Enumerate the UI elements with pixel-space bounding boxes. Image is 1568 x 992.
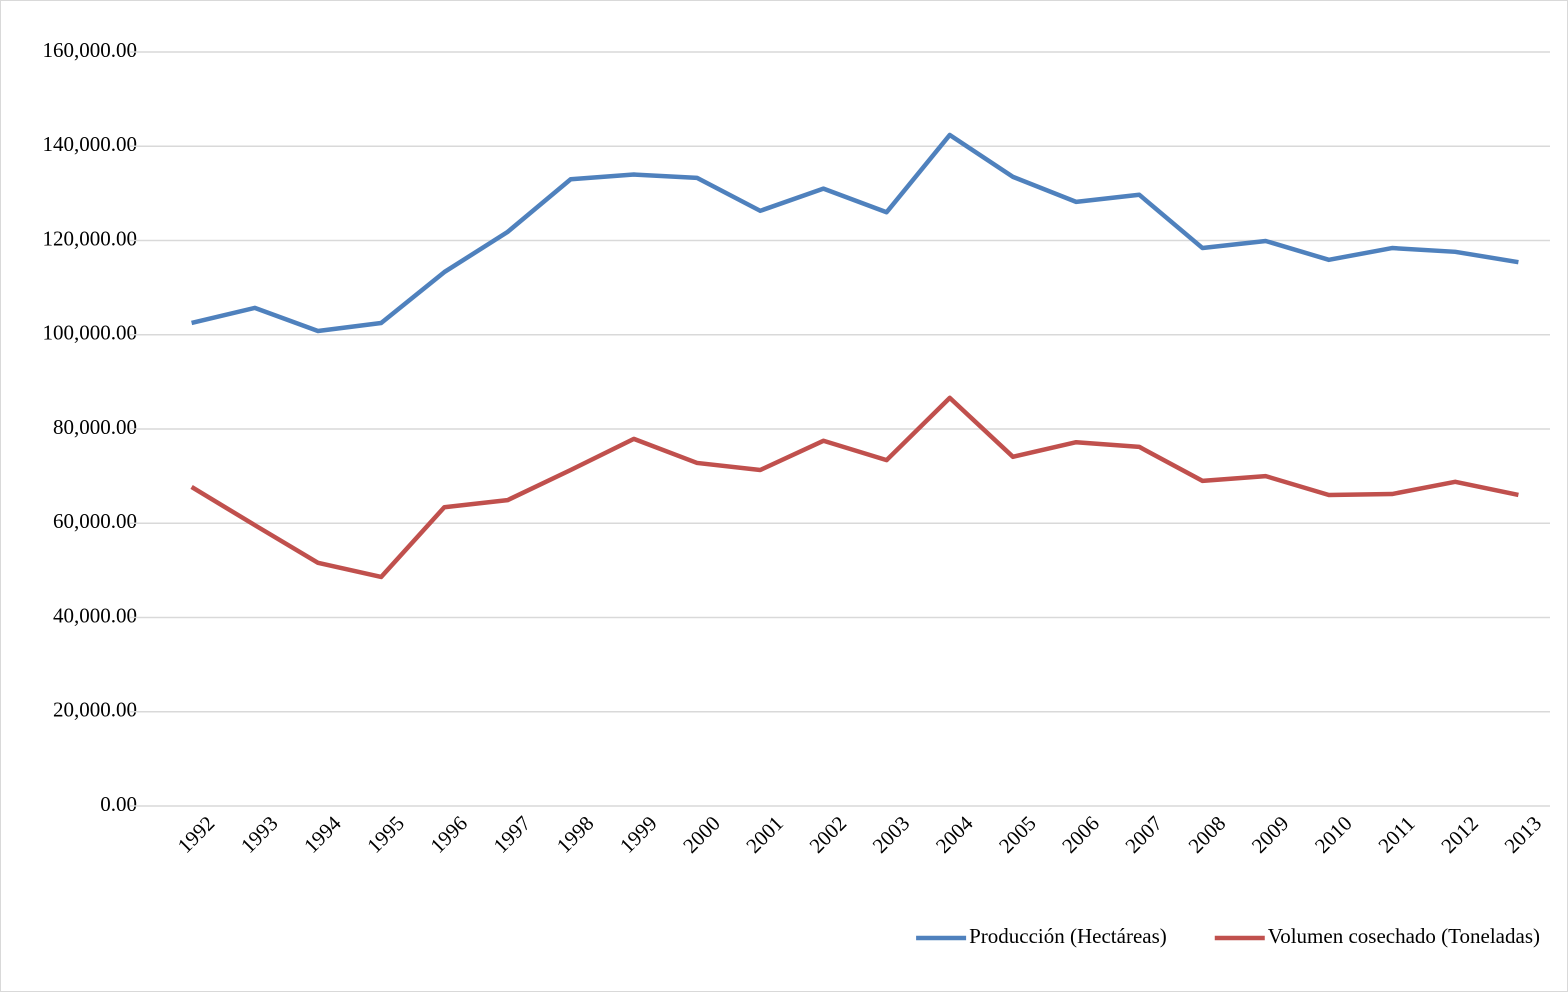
y-tick-label: 20,000.00 bbox=[53, 698, 137, 722]
y-tick-label: 160,000.00 bbox=[43, 38, 138, 62]
legend: Volumen cosechado (Toneladas) Producción … bbox=[916, 924, 1540, 948]
y-tick-label: 120,000.00 bbox=[43, 226, 138, 250]
series-line bbox=[190, 395, 1519, 580]
legend-label: Producción (Hectáreas) bbox=[969, 924, 1167, 948]
legend-label: Volumen cosechado (Toneladas) bbox=[1268, 924, 1540, 948]
series-line bbox=[191, 132, 1519, 334]
y-tick-label: 60,000.00 bbox=[53, 509, 137, 533]
y-tick-label: 0.00 bbox=[100, 792, 137, 816]
y-tick-label: 100,000.00 bbox=[43, 321, 138, 345]
y-tick-label: 140,000.00 bbox=[43, 132, 138, 156]
y-tick-label: 40,000.00 bbox=[53, 603, 137, 627]
y-tick-label: 80,000.00 bbox=[53, 415, 137, 439]
